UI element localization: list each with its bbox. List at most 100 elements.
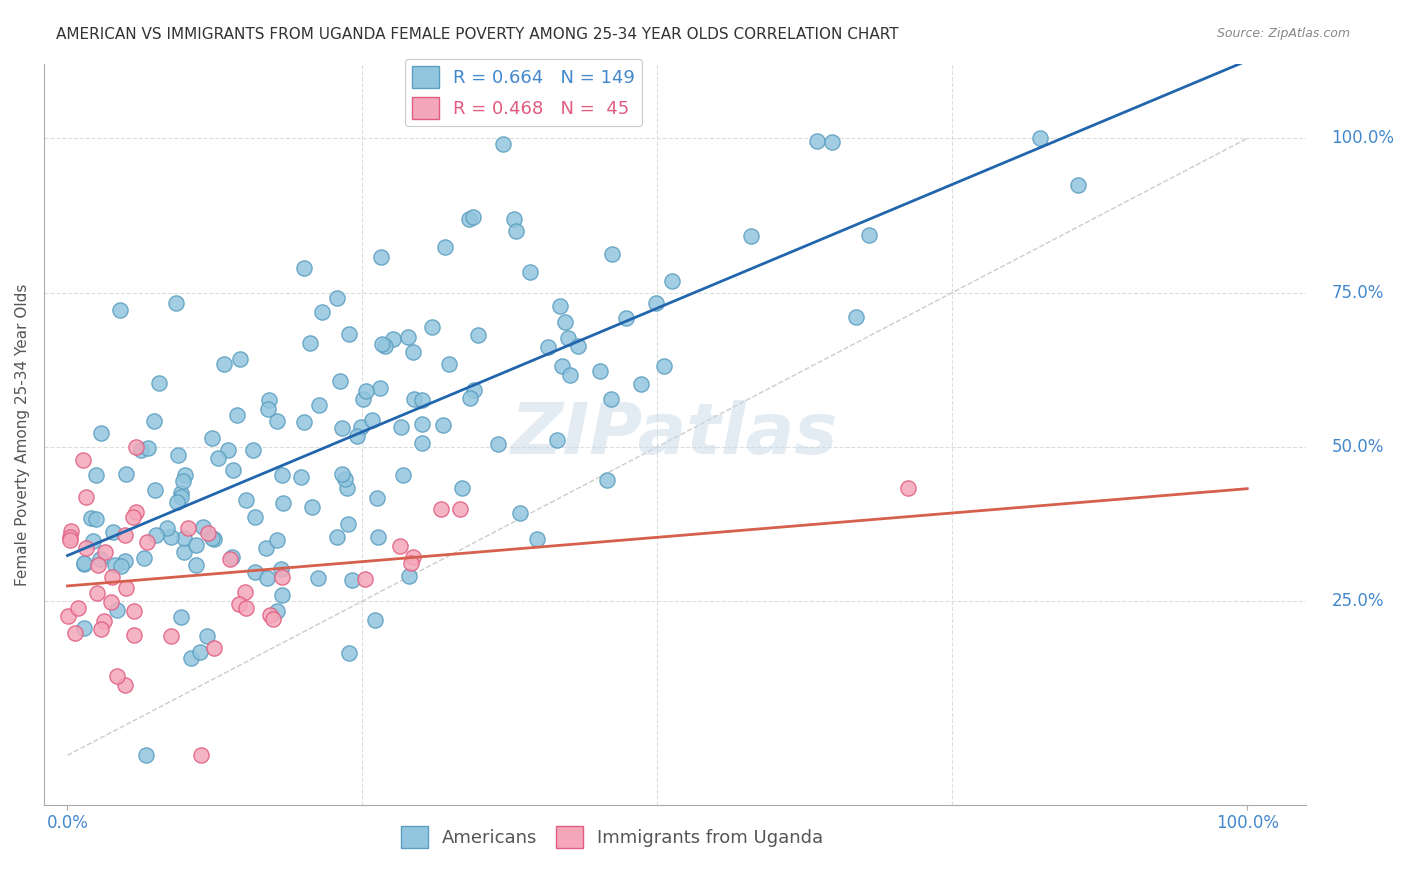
Point xyxy=(266,604,288,618)
Point xyxy=(411,393,433,408)
Point xyxy=(108,303,131,318)
Legend: R = 0.664   N = 149, R = 0.468   N =  45: R = 0.664 N = 149, R = 0.468 N = 45 xyxy=(405,59,643,126)
Point xyxy=(897,481,920,495)
Point xyxy=(94,544,117,558)
Point xyxy=(243,566,266,580)
Point xyxy=(145,483,167,498)
Point xyxy=(222,462,245,476)
Point xyxy=(59,533,82,548)
Text: 25.0%: 25.0% xyxy=(1331,592,1384,610)
Point xyxy=(217,443,239,458)
Point xyxy=(364,613,387,627)
Y-axis label: Female Poverty Among 25-34 Year Olds: Female Poverty Among 25-34 Year Olds xyxy=(15,284,30,586)
Point xyxy=(73,556,96,570)
Point xyxy=(350,420,373,434)
Point xyxy=(458,391,481,405)
Point xyxy=(434,240,457,254)
Point xyxy=(352,392,374,406)
Point xyxy=(207,451,229,466)
Point xyxy=(124,628,146,642)
Point xyxy=(80,510,103,524)
Point xyxy=(326,530,349,544)
Text: Source: ZipAtlas.com: Source: ZipAtlas.com xyxy=(1216,27,1350,40)
Point xyxy=(101,524,124,539)
Point xyxy=(526,532,548,546)
Point xyxy=(59,530,82,544)
Point xyxy=(740,229,762,244)
Point xyxy=(458,212,481,227)
Point xyxy=(129,442,152,457)
Point xyxy=(145,527,167,541)
Point xyxy=(135,748,157,763)
Point xyxy=(292,415,315,429)
Point xyxy=(125,505,148,519)
Point xyxy=(337,516,360,531)
Point xyxy=(173,531,195,545)
Point xyxy=(551,359,574,373)
Point xyxy=(301,500,323,514)
Point xyxy=(188,645,211,659)
Point xyxy=(308,398,330,412)
Point xyxy=(105,669,128,683)
Point xyxy=(298,336,321,351)
Point xyxy=(201,431,224,445)
Point xyxy=(184,537,207,551)
Point xyxy=(235,493,257,508)
Point xyxy=(125,440,148,454)
Point xyxy=(411,417,433,431)
Point xyxy=(382,332,405,346)
Point xyxy=(557,331,579,345)
Point xyxy=(290,470,312,484)
Point xyxy=(432,417,454,432)
Point xyxy=(1066,178,1088,192)
Point xyxy=(271,496,294,510)
Point xyxy=(271,570,294,584)
Point xyxy=(595,473,617,487)
Point xyxy=(114,554,136,568)
Point xyxy=(337,327,360,342)
Point xyxy=(463,383,485,397)
Point xyxy=(821,135,844,149)
Point xyxy=(219,552,242,566)
Point xyxy=(169,485,191,500)
Point xyxy=(554,315,576,329)
Point xyxy=(271,467,294,482)
Point xyxy=(806,134,828,148)
Point xyxy=(257,392,280,407)
Point xyxy=(509,506,531,520)
Point xyxy=(401,345,423,359)
Point xyxy=(202,533,225,547)
Point xyxy=(134,550,156,565)
Point xyxy=(93,614,115,628)
Point xyxy=(519,265,541,279)
Point xyxy=(148,376,170,391)
Point xyxy=(330,467,353,481)
Point xyxy=(228,597,250,611)
Point xyxy=(170,490,193,504)
Point xyxy=(340,573,363,587)
Point xyxy=(166,495,188,509)
Point xyxy=(167,448,190,462)
Point xyxy=(354,384,377,398)
Point xyxy=(411,436,433,450)
Point xyxy=(389,420,412,434)
Point xyxy=(173,545,195,559)
Point xyxy=(599,392,621,406)
Point xyxy=(329,374,352,388)
Point xyxy=(292,261,315,276)
Point xyxy=(437,357,460,371)
Point xyxy=(360,413,382,427)
Point xyxy=(270,562,292,576)
Point xyxy=(546,433,568,447)
Text: 75.0%: 75.0% xyxy=(1331,284,1384,301)
Point xyxy=(65,626,87,640)
Point xyxy=(614,310,637,325)
Point xyxy=(467,327,489,342)
Point xyxy=(242,443,264,458)
Point xyxy=(389,539,412,553)
Point xyxy=(858,228,880,243)
Point xyxy=(652,359,675,373)
Point xyxy=(170,610,193,624)
Point xyxy=(243,510,266,524)
Point xyxy=(558,368,581,382)
